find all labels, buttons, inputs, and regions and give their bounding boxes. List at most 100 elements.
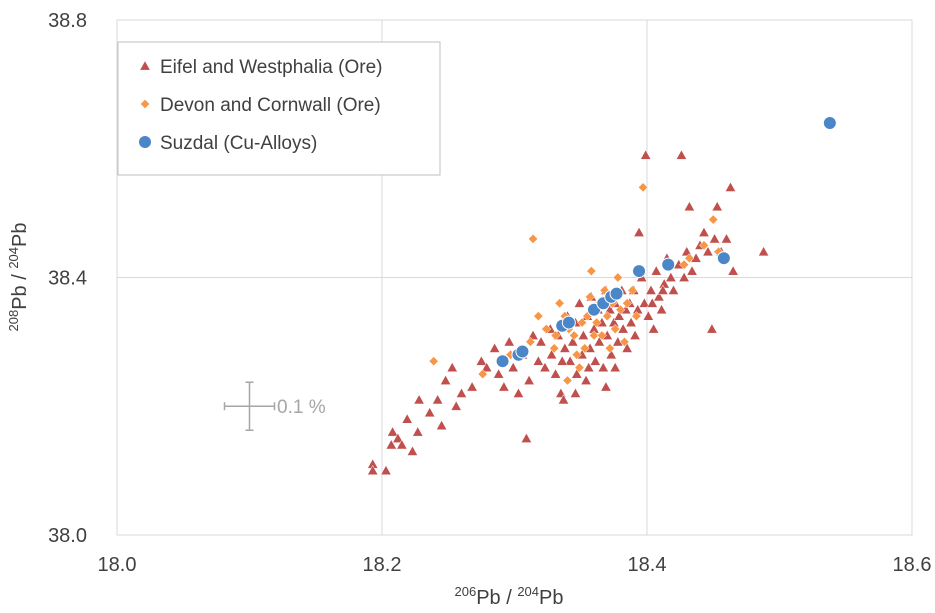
data-point (708, 233, 721, 244)
y-tick-labels: 38.0 38.4 38.8 (48, 10, 87, 547)
x-tick-label: 18.0 (98, 554, 137, 576)
legend-label-eifel-and-westphalia-ore: Eifel and Westphalia (Ore) (160, 57, 382, 78)
data-point (406, 445, 419, 456)
data-point (727, 265, 739, 276)
data-point (600, 381, 612, 392)
data-point (632, 264, 647, 279)
data-point (532, 355, 544, 366)
data-point (716, 251, 731, 266)
data-point (711, 200, 723, 212)
y-tick-label: 38.4 (48, 268, 87, 290)
data-point (507, 361, 519, 373)
data-point (554, 298, 565, 309)
data-point (625, 316, 637, 327)
data-point (646, 297, 658, 308)
data-point (706, 323, 718, 334)
data-point (533, 311, 544, 322)
data-point (515, 344, 530, 359)
data-point (638, 297, 650, 308)
data-point (609, 361, 621, 373)
data-point (580, 374, 592, 385)
data-point (642, 310, 654, 321)
data-point (585, 291, 595, 302)
legend: Eifel and Westphalia (Ore) Devon and Corn… (117, 41, 441, 176)
data-point (550, 330, 561, 341)
data-point (650, 265, 662, 276)
data-point (413, 394, 425, 405)
data-point (627, 285, 638, 296)
data-point (535, 336, 547, 347)
data-point (512, 387, 525, 398)
data-point (633, 226, 645, 237)
data-point (619, 336, 630, 347)
x-tick-label: 18.2 (363, 554, 402, 576)
data-point (541, 324, 552, 334)
data-point (684, 253, 695, 264)
data-point (597, 361, 609, 373)
data-point (528, 233, 539, 244)
data-point (645, 284, 657, 295)
series-devon-and-cornwall-ore (428, 182, 724, 386)
data-point (757, 246, 770, 257)
data-point (436, 419, 448, 430)
data-point (401, 413, 413, 424)
data-point (577, 329, 590, 340)
data-point (475, 355, 487, 366)
data-point (523, 374, 535, 385)
data-point (573, 297, 586, 308)
data-point (569, 387, 582, 398)
data-point (545, 349, 558, 360)
x-tick-label: 18.6 (893, 554, 932, 576)
data-point (549, 343, 560, 354)
data-point (466, 381, 478, 392)
data-point (720, 233, 733, 244)
data-point (577, 317, 588, 328)
data-point (615, 304, 626, 315)
data-point (428, 356, 439, 367)
data-point (638, 182, 648, 193)
data-point (678, 271, 690, 282)
data-point (699, 240, 709, 251)
data-point (481, 361, 493, 373)
data-point (385, 439, 397, 450)
data-point (622, 298, 633, 309)
data-point (589, 355, 601, 366)
data-point (571, 368, 583, 379)
legend-label-suzdal-cu-alloys: Suzdal (Cu-Alloys) (160, 133, 317, 154)
data-point (640, 149, 652, 160)
data-point (667, 284, 680, 295)
data-point (686, 265, 698, 276)
data-point (549, 368, 562, 379)
data-point (455, 387, 468, 398)
data-point (432, 394, 444, 405)
data-point (648, 323, 660, 334)
y-tick-label: 38.8 (48, 10, 87, 32)
data-point (617, 323, 629, 334)
data-point (708, 214, 719, 225)
data-point (559, 342, 571, 353)
data-point (724, 181, 737, 192)
data-point (380, 464, 392, 476)
data-point (609, 286, 624, 301)
data-point (571, 349, 582, 360)
data-point (702, 246, 714, 257)
data-point (604, 343, 615, 354)
legend-box (117, 41, 441, 176)
x-tick-label: 18.4 (628, 554, 667, 576)
data-point (569, 330, 580, 341)
data-point (586, 266, 597, 277)
data-point (675, 149, 688, 160)
data-point (679, 259, 690, 270)
data-point (562, 375, 573, 386)
legend-marker-suzdal-cu-alloys (138, 135, 152, 149)
data-point (602, 311, 613, 322)
data-point (596, 330, 607, 341)
data-point (653, 291, 665, 302)
data-point (631, 311, 642, 322)
data-point (698, 226, 710, 237)
data-point (492, 368, 505, 379)
data-point (520, 432, 533, 443)
data-point (396, 439, 408, 450)
data-point (657, 284, 669, 295)
